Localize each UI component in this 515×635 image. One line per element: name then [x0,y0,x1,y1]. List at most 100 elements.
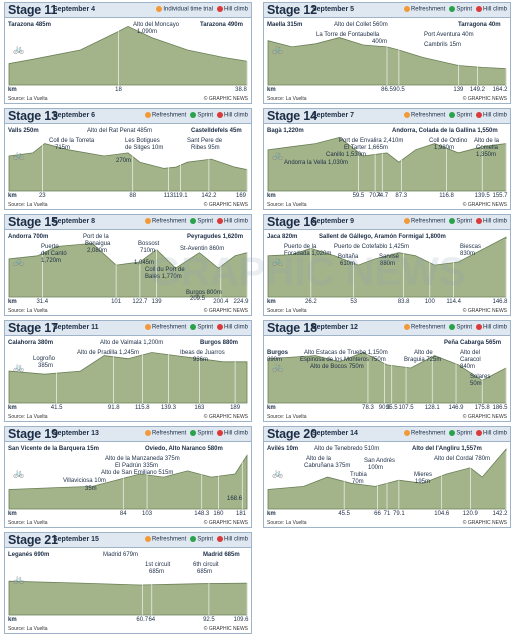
hill-climb-icon [217,112,223,118]
place-label: 1,090m [137,29,158,35]
elevation-profile [8,345,248,404]
refreshment-icon [403,6,410,12]
km-value: 175.8 [474,405,490,411]
cyclist-icon: 🚲 [13,44,25,54]
place-label: 50m [470,381,482,387]
elevation-profile [8,451,248,510]
place-label: 35m [85,486,97,492]
km-value: 70.4 [369,193,381,199]
legend-item: Refreshment [144,324,186,331]
place-label: 195m [415,479,431,485]
elevation-profile [8,133,248,192]
place-label: Jaca 820m [267,234,298,240]
hill-climb-icon [476,324,482,330]
km-value: 23 [38,193,46,199]
km-label: km [267,193,276,199]
profile-area [267,236,507,298]
stage-date: September 13 [53,430,99,437]
refreshment-icon [144,218,151,224]
km-label: km [8,299,17,305]
km-value: 148.3 [194,511,210,517]
sprint-icon [190,536,197,542]
place-label: Alto de la [306,456,332,462]
km-value: 186.5 [492,405,508,411]
place-label: Puerto de Cotefablo 1,425m [334,244,410,250]
hill-climb-icon [217,324,223,330]
place-label: 830m [460,251,476,257]
place-label: 1,980m [434,145,455,151]
stage-title: Stage 20 [267,427,317,441]
km-value: 109.6 [233,617,249,623]
place-label: Coll de la Torreta [49,138,95,144]
legend-item: Refreshment [144,536,186,543]
place-label: Balès 1,770m [145,274,182,280]
place-label: Castelldefels 45m [191,128,242,134]
cyclist-icon: 🚲 [272,362,284,372]
place-label: Alto de [414,350,433,356]
place-label: 168.6 [227,496,243,502]
cyclist-icon: 🚲 [13,468,25,478]
legend-item: Sprint [190,218,213,225]
place-label: Espinosa de los Monteros 750m [300,357,386,363]
stage-legend: Refreshment Sprint Hill climb [403,6,507,13]
legend-item: Hill climb [217,112,248,119]
source-note: Source: La Vuelta [8,96,48,102]
km-value: 164.2 [492,87,508,93]
legend-item: Individual time trial [156,6,213,13]
km-value: 90.9 [378,405,391,411]
cyclist-icon: 🚲 [13,574,25,584]
stage-title: Stage 21 [8,533,58,547]
source-note: Source: La Vuelta [267,96,307,102]
stage-date: September 11 [53,324,99,331]
km-value: 86.5 [381,87,393,93]
place-label: 1,045m [134,260,155,266]
sprint-icon [449,218,456,224]
stage-header: Stage 14 September 7 Refreshment Sprint Hill… [264,109,510,124]
legend-item: Refreshment [403,218,445,225]
km-label: km [267,511,276,517]
km-row: km 31.4 101 122.7 139 200.4 224.9 [5,299,251,307]
hill-climb-icon [217,536,223,542]
stage-date: September 14 [312,430,358,437]
place-label: Les Botigues [125,138,160,144]
km-value: 84 [119,511,127,517]
source-note: Source: La Vuelta [8,202,48,208]
profile-area [8,580,248,616]
place-label: Alto del Moncayo [133,22,180,28]
place-label: Andorra la Vella 1,030m [284,160,349,166]
place-label: Alto de Tenebredo 510m [314,446,380,452]
km-row: km 26.2 53 83.8 100 114.4 146.8 [264,299,510,307]
place-label: Tarazona 485m [8,22,51,28]
km-label: km [8,511,17,517]
legend-item: Hill climb [217,6,248,13]
hill-climb-icon [217,430,223,436]
stage-title: Stage 18 [267,321,317,335]
km-value: 92.5 [203,617,215,623]
hill-climb-icon [476,6,482,12]
elevation-profile [8,25,248,86]
stage-legend: Refreshment Sprint Hill climb [144,536,248,543]
legend-item: Refreshment [144,112,186,119]
stage-panel: Stage 16 September 9 Refreshment Sprint Hill… [263,214,511,316]
place-label: Villaviciosa 10m [63,478,106,484]
refreshment-icon [156,6,163,12]
refreshment-icon [144,536,151,542]
stage-date: September 15 [53,536,99,543]
km-value: 128.1 [424,405,440,411]
place-label: Logroño [33,356,56,362]
place-label: 936m [193,357,209,363]
place-label: Madrid 685m [203,552,240,558]
place-label: Coll du Port de [145,267,185,273]
refreshment-icon [403,430,410,436]
source-note: Source: La Vuelta [267,520,307,526]
km-value: 88 [129,193,137,199]
legend-item: Hill climb [476,112,507,119]
refreshment-icon [144,430,151,436]
credit-note: © GRAPHIC NEWS [462,308,507,314]
km-row: km 41.5 91.8 115.8 139.3 163 189 [5,405,251,413]
km-value: 91.8 [107,405,120,411]
legend-item: Hill climb [476,430,507,437]
watermark: GRAPHIC NEWS [150,250,466,294]
place-label: Bossost [138,241,160,247]
place-label: Avilés 10m [267,446,299,452]
